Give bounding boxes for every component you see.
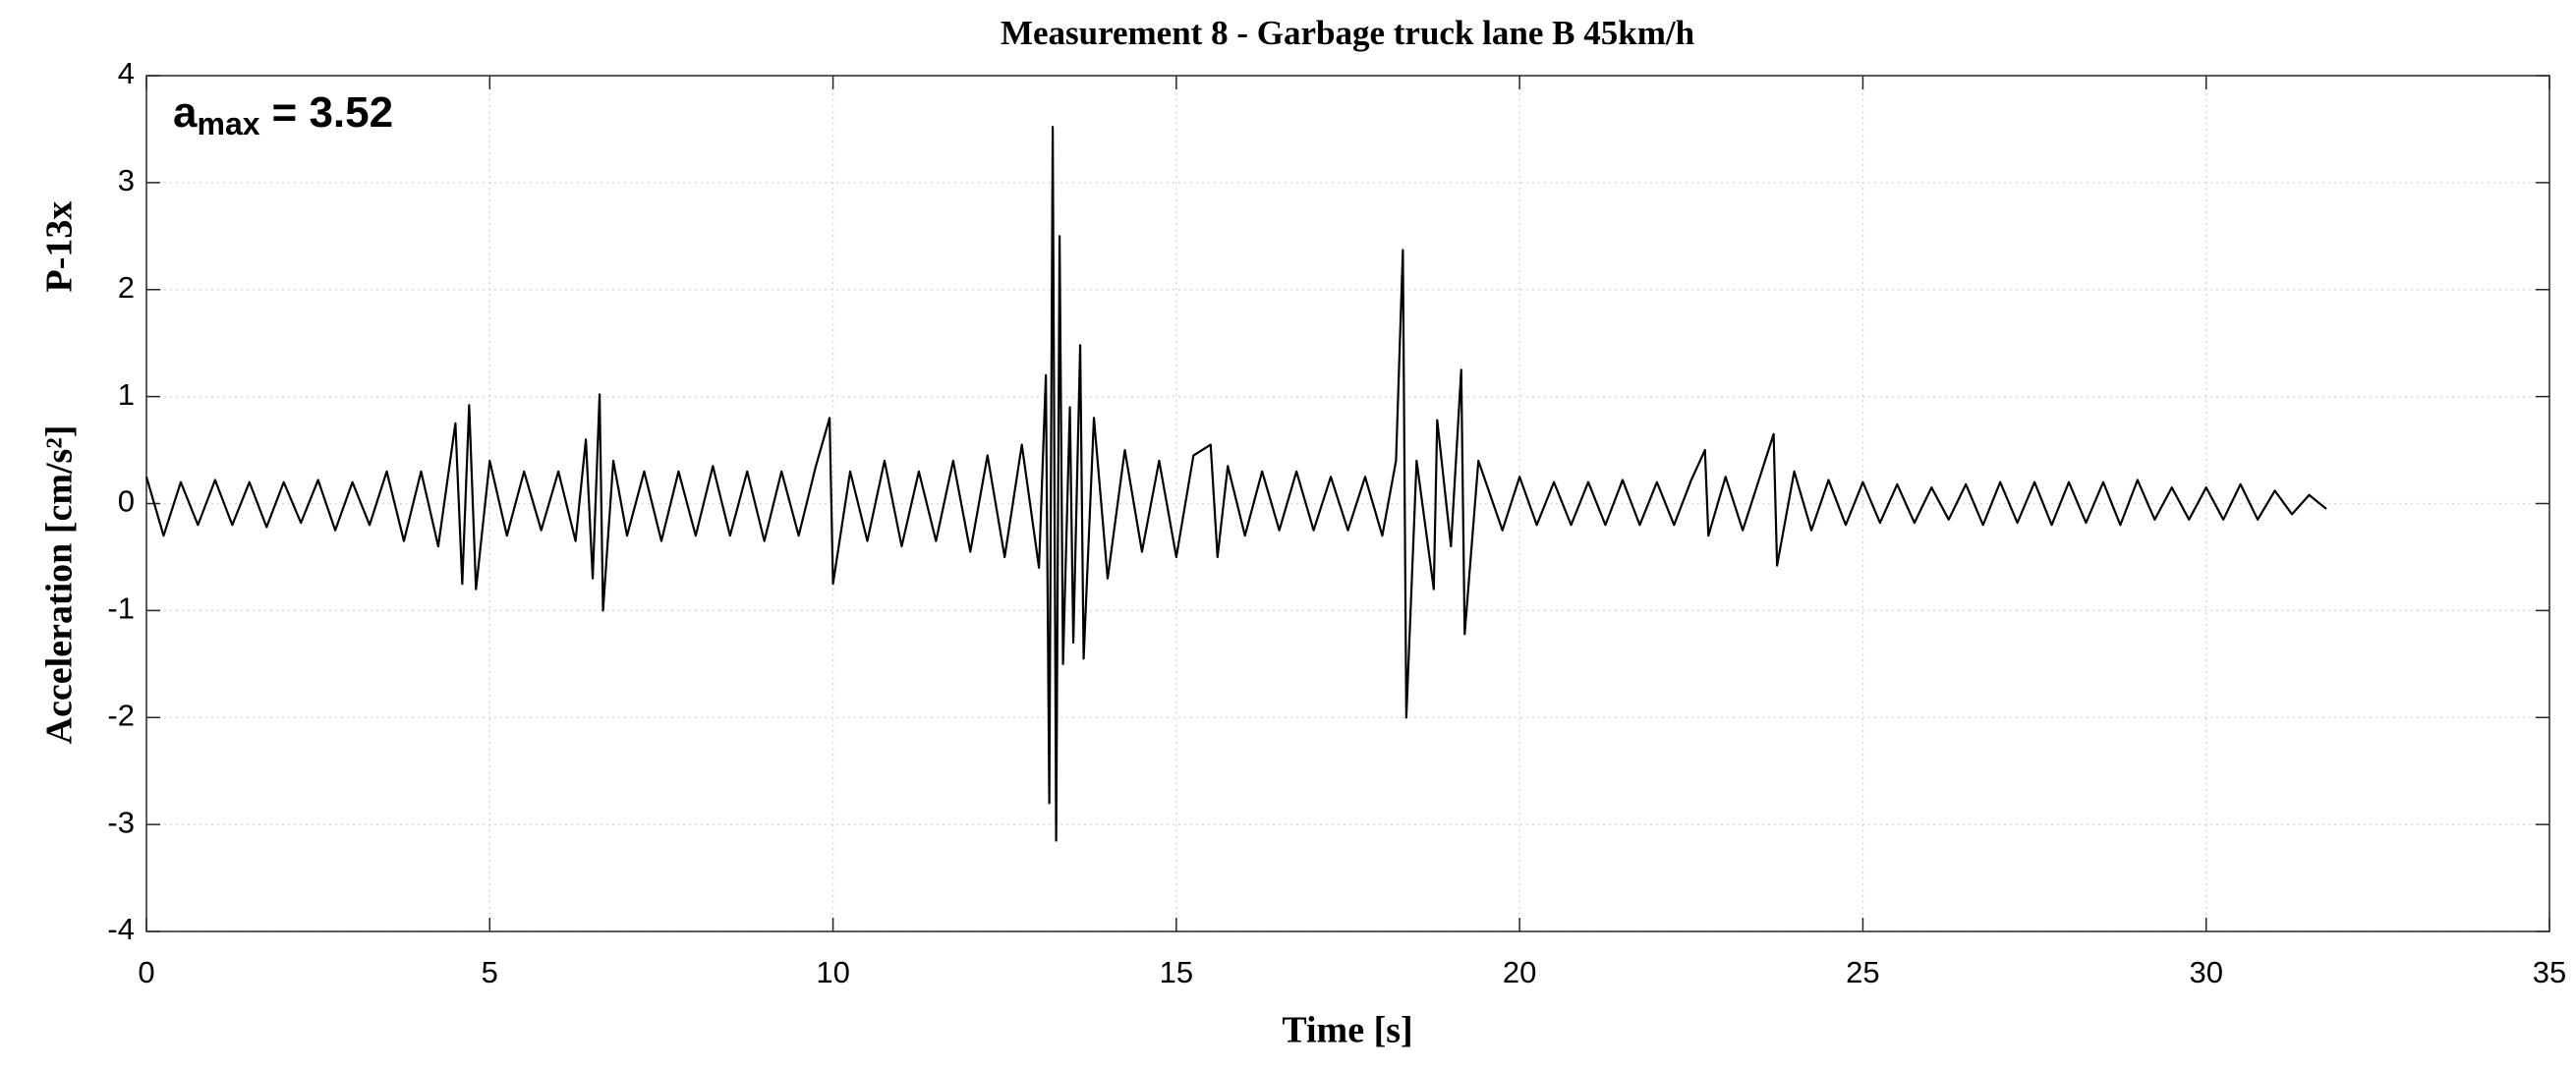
plot-frame — [145, 75, 2550, 932]
chart-title: Measurement 8 - Garbage truck lane B 45k… — [1001, 14, 1694, 52]
x-tick-label: 35 — [2533, 955, 2566, 989]
x-tick-label: 0 — [138, 955, 154, 989]
x-tick-label: 10 — [816, 955, 849, 989]
y-tick-label: -4 — [107, 912, 135, 946]
y-tick-label: -1 — [107, 591, 135, 626]
annotation-subscript: max — [197, 106, 259, 141]
x-tick-label: 20 — [1503, 955, 1536, 989]
y-axis-label: Acceleration [cm/s²] — [39, 425, 81, 745]
y-tick-label: 2 — [118, 270, 135, 305]
x-tick-label: 15 — [1160, 955, 1193, 989]
y-tick-label: -3 — [107, 805, 135, 839]
x-tick-label: 25 — [1846, 955, 1879, 989]
y-tick-label: 3 — [118, 163, 135, 197]
x-axis-label: Time [s] — [1282, 1010, 1412, 1051]
y-tick-label: 4 — [118, 56, 135, 90]
x-tick-label: 5 — [482, 955, 498, 989]
y-tick-label: 0 — [118, 484, 135, 519]
annotation-rest: = 3.52 — [272, 88, 394, 137]
y-tick-label: 1 — [118, 377, 135, 412]
y-tick-label: -2 — [107, 698, 135, 732]
x-tick-label: 30 — [2189, 955, 2222, 989]
y-axis-label-top: P-13x — [39, 201, 81, 293]
annotation: amax = 3.52 — [173, 88, 393, 142]
signal-line — [144, 126, 2327, 842]
annotation-base: a — [173, 88, 198, 137]
